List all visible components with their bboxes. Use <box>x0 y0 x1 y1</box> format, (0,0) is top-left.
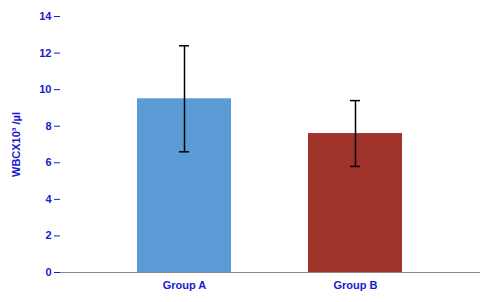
svg-text:Group B: Group B <box>334 279 378 291</box>
svg-text:WBCX10³ /µl: WBCX10³ /µl <box>10 112 22 177</box>
svg-text:14: 14 <box>39 10 52 22</box>
svg-text:12: 12 <box>39 47 51 59</box>
svg-text:Group A: Group A <box>163 279 207 291</box>
svg-text:6: 6 <box>45 156 51 168</box>
svg-text:2: 2 <box>45 229 51 241</box>
svg-text:0: 0 <box>45 266 51 278</box>
svg-text:10: 10 <box>39 83 51 95</box>
svg-text:8: 8 <box>45 120 51 132</box>
svg-text:4: 4 <box>45 193 52 205</box>
